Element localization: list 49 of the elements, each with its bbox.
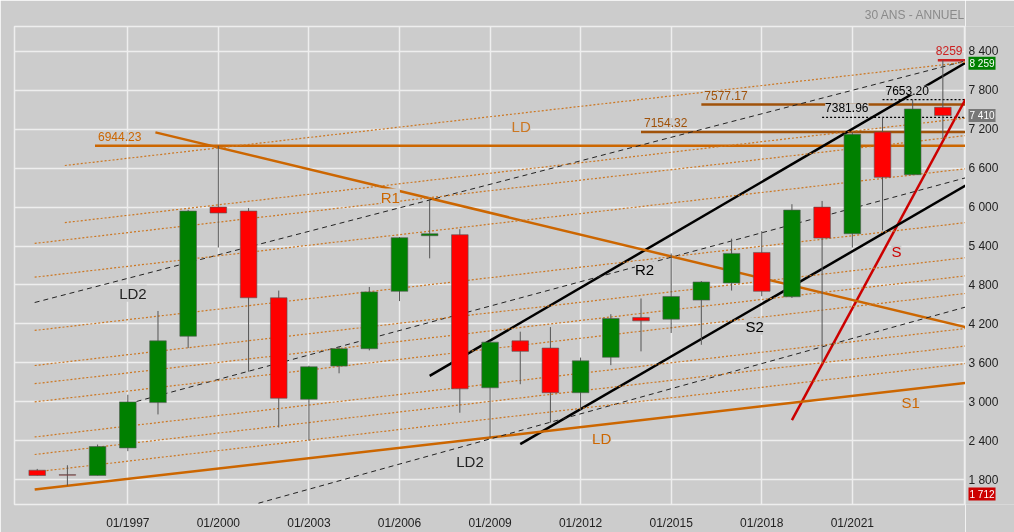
x-tick-label: 01/2012 — [558, 515, 603, 530]
candlestick — [330, 346, 348, 374]
annotation: R1 — [380, 188, 400, 206]
annotation: S — [891, 243, 902, 261]
y-tick-label: 4 200 — [968, 316, 999, 331]
candlestick — [662, 252, 680, 334]
y-tick-label: 3 000 — [968, 394, 999, 409]
candlestick — [209, 145, 227, 249]
candlestick — [421, 198, 439, 259]
annotation: LD — [592, 429, 612, 447]
y-tick-label: 1 800 — [968, 472, 999, 487]
y-tick-label: 6 600 — [968, 161, 999, 176]
y-tick-label: 8 400 — [968, 44, 999, 59]
candlestick — [692, 280, 710, 346]
series-label: 6944.23 — [98, 129, 142, 144]
y-tick-label: 7 200 — [968, 122, 999, 137]
y-tick-label: 7 800 — [968, 83, 999, 98]
y-tick-label: 6 000 — [968, 200, 999, 215]
annotation: LD2 — [456, 452, 484, 470]
y-tick-label: 5 400 — [968, 239, 999, 254]
x-tick-label: 01/2021 — [830, 515, 875, 530]
chart-title: 30 ANS - ANNUEL — [864, 7, 965, 22]
y-tick-label: 4 800 — [968, 277, 999, 292]
series-label: 7653.20 — [885, 83, 930, 98]
x-tick-label: 01/2015 — [649, 515, 694, 530]
x-tick-label: 01/2006 — [377, 515, 422, 530]
series-label: 7577.17 — [704, 88, 749, 103]
annotation: LD — [511, 117, 531, 135]
x-tick-label: 01/2003 — [287, 515, 331, 530]
candlestick — [58, 464, 76, 487]
annotation: S1 — [901, 393, 920, 411]
annotation: 7 410 — [969, 109, 995, 121]
y-tick-label: 3 600 — [968, 355, 999, 370]
annotation: R2 — [634, 261, 655, 279]
x-tick-label: 01/1997 — [106, 515, 150, 530]
y-tick-label: 2 400 — [968, 433, 999, 448]
series-label: 8259 — [935, 44, 963, 59]
annotation: S2 — [745, 317, 764, 335]
x-tick-label: 01/2000 — [196, 515, 241, 530]
x-tick-label: 01/2018 — [740, 515, 784, 530]
x-tick-label: 01/2009 — [468, 515, 513, 530]
annotation: LD2 — [119, 284, 147, 302]
candlestick — [511, 331, 529, 385]
candlestick — [632, 297, 650, 352]
annotation: 8 259 — [969, 57, 995, 69]
series-label: 7381.96 — [825, 101, 869, 116]
candlestick — [934, 59, 952, 140]
text: 1 712 — [969, 488, 995, 500]
series-label: 7154.32 — [644, 116, 688, 131]
